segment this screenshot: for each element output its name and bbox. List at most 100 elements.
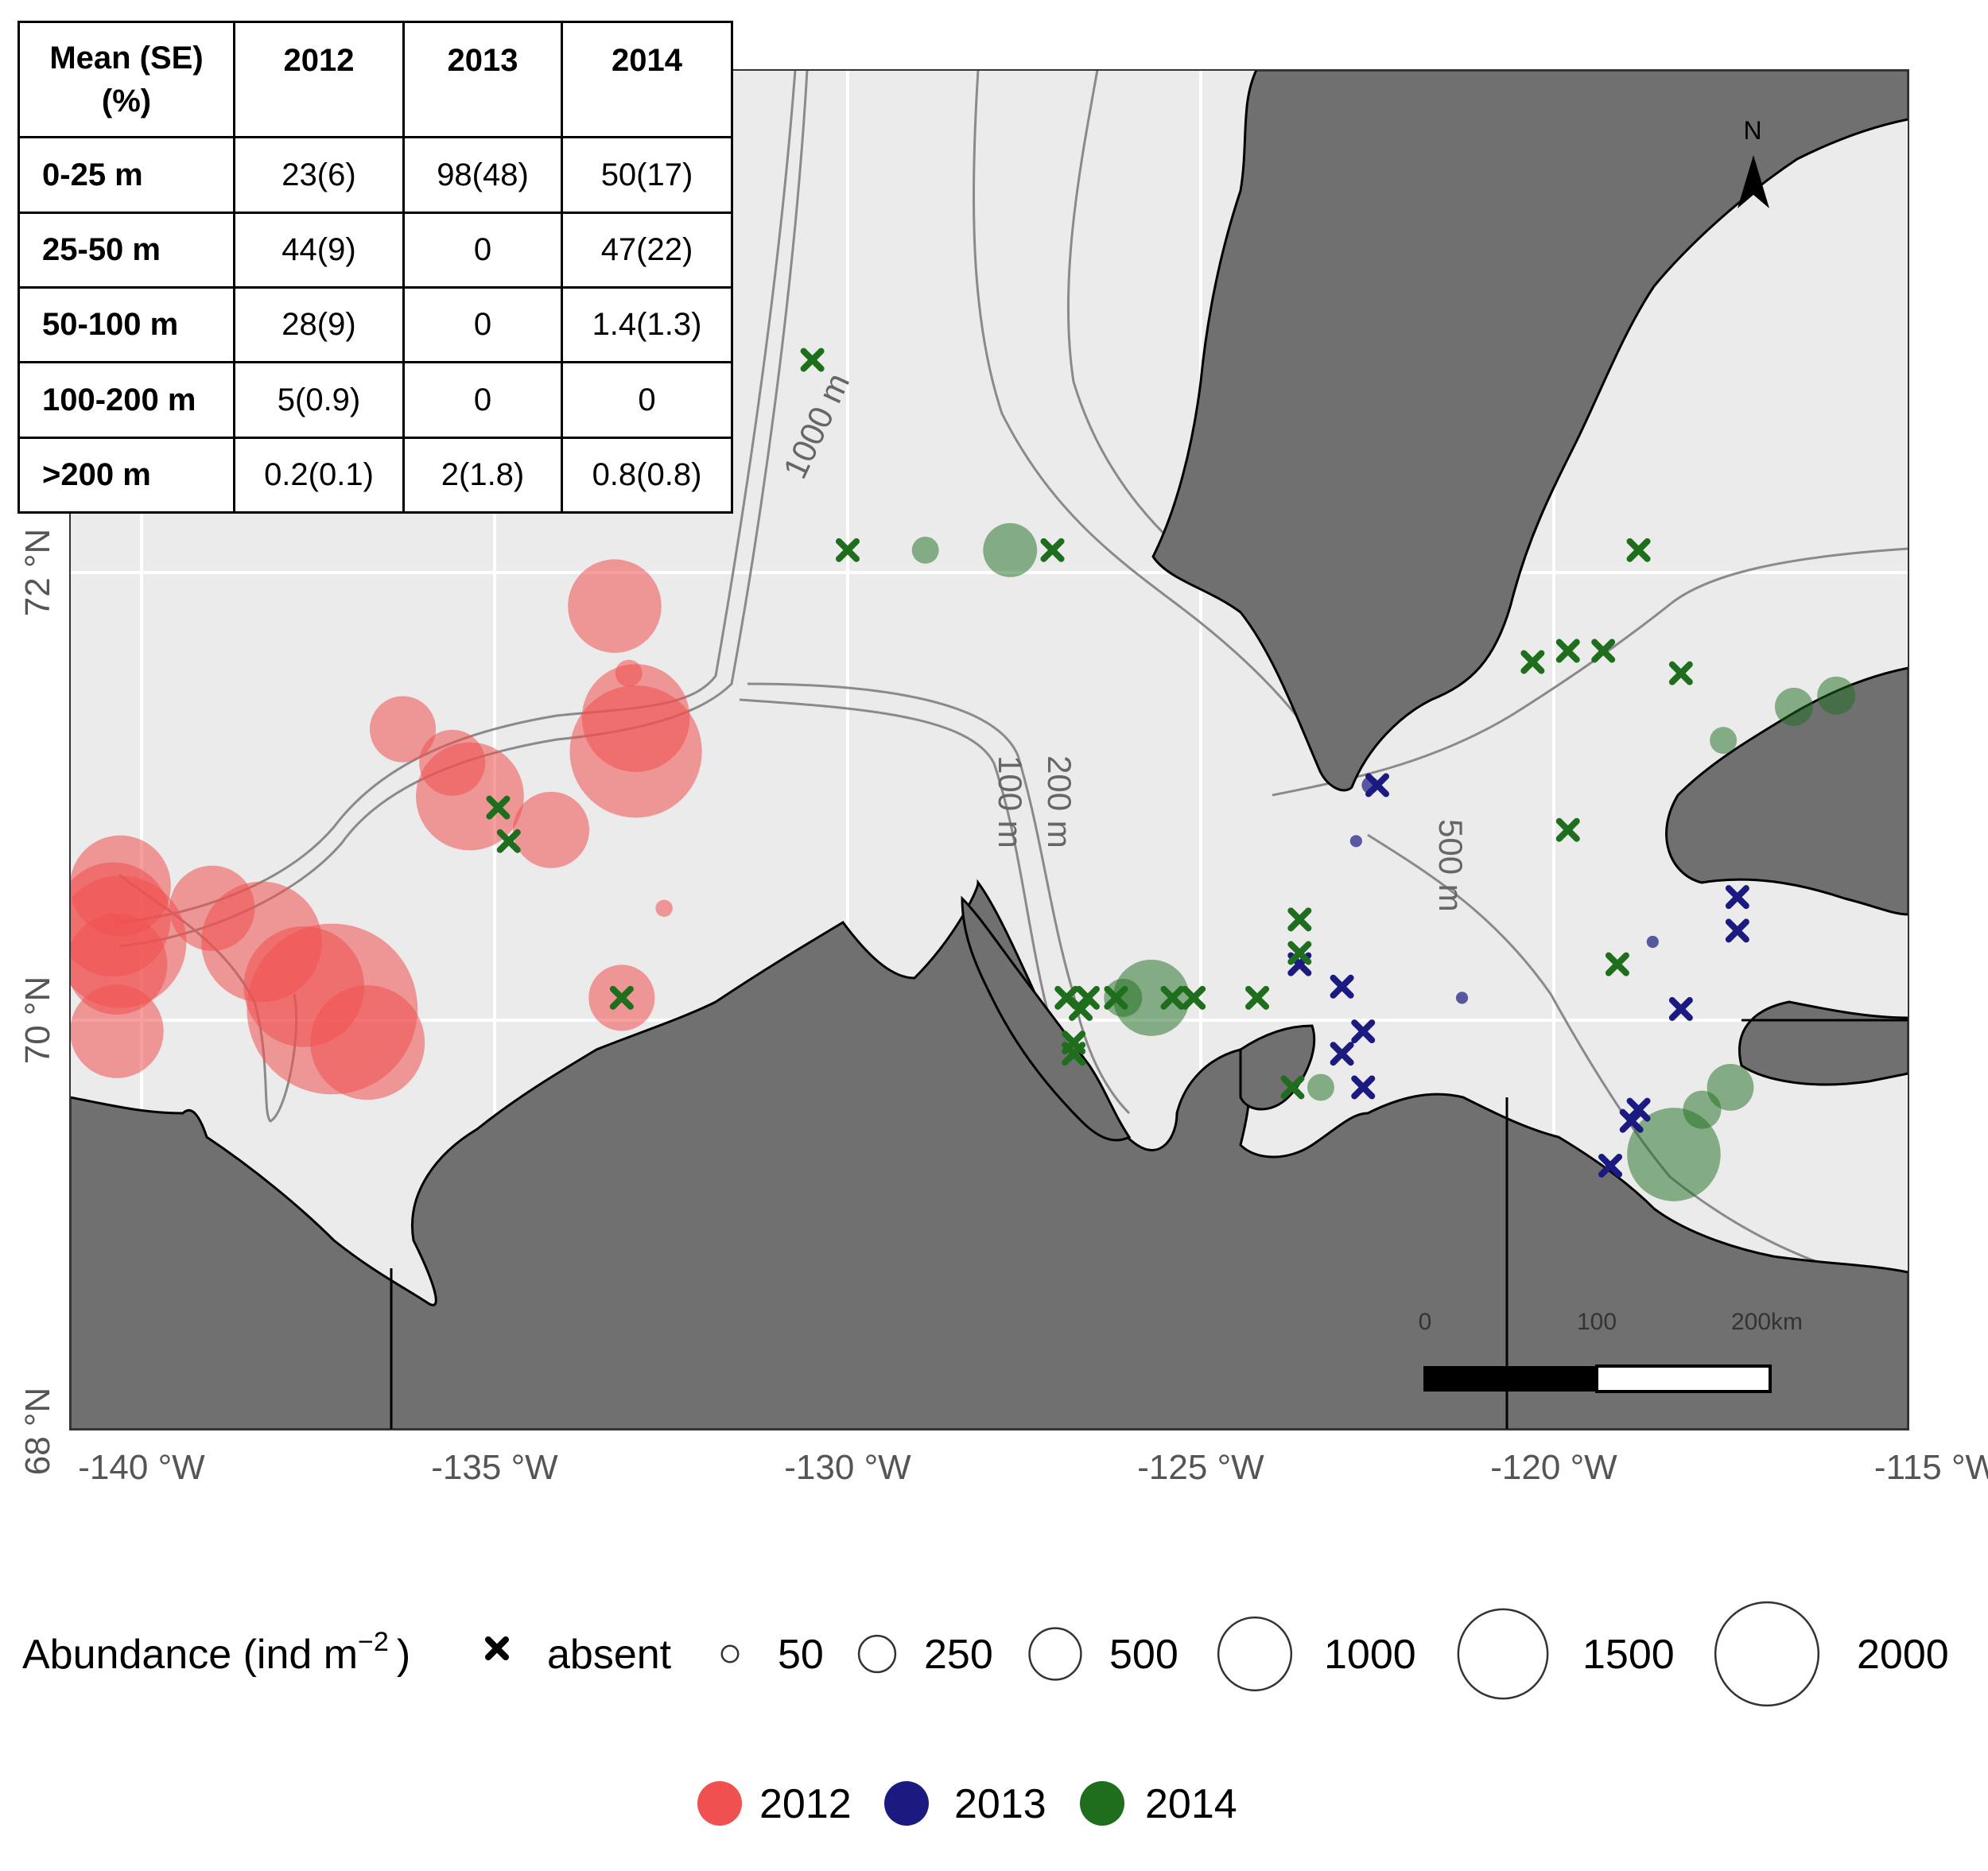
depth-distribution-table: Mean (SE) (%) 2012 2013 2014 0-25 m 23(6… [17, 20, 733, 514]
table-cell: 0 [402, 286, 563, 364]
land-parry-peninsula [961, 895, 1132, 1142]
table-cell: 28(9) [233, 286, 405, 364]
station-2013 [1455, 992, 1469, 1004]
table-row: 100-200 m 5(0.9) 0 0 [17, 361, 733, 439]
legend-size-label: 1500 [1582, 1632, 1675, 1678]
table-row: 25-50 m 44(9) 0 47(22) [17, 211, 733, 289]
absent-marker-2013 [1619, 1108, 1644, 1133]
table-header-row: Mean (SE) (%) 2012 2013 2014 [17, 20, 733, 139]
y-tick: 72 °N [18, 529, 57, 617]
absent-marker-2014 [1245, 985, 1270, 1010]
table-cell: 0.2(0.1) [233, 436, 405, 514]
x-tick: -130 °W [784, 1448, 911, 1487]
scale-bar [1423, 1364, 1772, 1393]
legend-year-label: 2012 [759, 1781, 852, 1827]
north-arrow: N [1738, 116, 1769, 208]
legend-dot-2013 [884, 1781, 929, 1826]
legend-size-label: 50 [778, 1632, 824, 1678]
table-cell: 0 [561, 361, 733, 439]
contour-label-200m: 200 m [1041, 755, 1078, 848]
station-2013 [1349, 835, 1362, 848]
stations-2014 [911, 522, 1856, 1201]
absent-marker-2014 [1280, 1075, 1305, 1100]
absent-marker-2014 [1520, 650, 1545, 674]
table-row-label: 25-50 m [17, 211, 235, 289]
absent-marker-2014 [1287, 907, 1312, 932]
absent-marker-2013 [1351, 1075, 1376, 1100]
station-2012 [70, 984, 164, 1078]
land [70, 70, 1908, 1430]
contour-label-100m: 100 m [992, 755, 1029, 848]
map-panel [70, 70, 1908, 1430]
absent-marker-2014 [486, 795, 511, 820]
table-row-label: >200 m [17, 436, 235, 514]
scale-bar-white [1595, 1364, 1772, 1393]
absent-marker-2014 [609, 985, 634, 1010]
table-cell: 23(6) [233, 136, 405, 214]
table-cell: 50(17) [561, 136, 733, 214]
absent-marker-2014 [1069, 996, 1093, 1021]
scale-label-100: 100 [1577, 1309, 1617, 1335]
legend-abundance: Abundance (ind m−2) absent 50 250 500 1000 1… [22, 1601, 1949, 1707]
legend-size-circle [857, 1634, 897, 1674]
absent-marker-2013 [1351, 1019, 1376, 1044]
legend-size-label: 1000 [1324, 1632, 1416, 1678]
land-banks-island [1151, 70, 1908, 792]
table-cell: 1.4(1.3) [561, 286, 733, 364]
legend-size-circle [720, 1644, 740, 1663]
table-cell: 0.8(0.8) [561, 436, 733, 514]
legend-title: Abundance (ind m−2) [22, 1627, 410, 1678]
contour-label-500m: 500 m [1432, 819, 1470, 912]
legend-size-circle [1714, 1601, 1820, 1707]
absent-marker-2013 [1330, 1042, 1354, 1066]
station-2012 [310, 985, 425, 1100]
land-mainland [70, 879, 1908, 1430]
absent-marker-2014 [1555, 817, 1580, 842]
y-tick: 70 °N [18, 976, 57, 1065]
table-cell: 5(0.9) [233, 361, 405, 439]
table-cell: 47(22) [561, 211, 733, 289]
legend-size-circle [1457, 1608, 1549, 1700]
x-axis-ticks: -140 °W -135 °W -130 °W -125 °W -120 °W … [78, 1448, 1988, 1487]
table-row: 0-25 m 23(6) 98(48) 50(17) [17, 136, 733, 214]
absent-marker-2013 [1365, 773, 1389, 798]
absent-marker-2013 [1598, 1153, 1623, 1178]
table-cell: 2(1.8) [402, 436, 563, 514]
station-2014 [1307, 1073, 1334, 1101]
x-tick: -120 °W [1490, 1448, 1617, 1487]
legend-size-circle [1217, 1616, 1293, 1692]
table-row-label: 0-25 m [17, 136, 235, 214]
legend-title-close: ) [397, 1632, 410, 1678]
north-arrow-icon [1738, 155, 1769, 208]
absent-marker-2014 [496, 829, 521, 853]
station-2014 [911, 536, 939, 564]
station-2012 [568, 559, 662, 654]
absent-marker-2013 [1725, 885, 1749, 910]
y-tick: 68 °N [18, 1388, 57, 1476]
table-row: >200 m 0.2(0.1) 2(1.8) 0.8(0.8) [17, 436, 733, 514]
legend-size-scale: 50 250 500 1000 1500 2000 [720, 1601, 1949, 1707]
contour-200m [747, 682, 1131, 1115]
legend-size-circle [1028, 1627, 1082, 1681]
absent-marker-2013 [1330, 974, 1354, 999]
station-2014 [1706, 1064, 1754, 1111]
legend-year-label: 2014 [1145, 1781, 1237, 1827]
scale-bar-black [1423, 1366, 1597, 1392]
station-2012 [369, 696, 437, 763]
x-tick: -115 °W [1874, 1448, 1988, 1487]
table-row-label: 100-200 m [17, 361, 235, 439]
x-tick: -125 °W [1137, 1448, 1264, 1487]
stations-2012 [70, 559, 702, 1100]
land-victoria-south [1738, 1000, 1908, 1086]
station-2013 [1646, 935, 1659, 949]
header-mean-se: Mean (SE) [49, 41, 204, 76]
station-2014 [1774, 687, 1813, 726]
absent-marker-2014 [1591, 639, 1616, 663]
absent-marker-2014 [836, 538, 860, 562]
legend-title-exponent: −2 [358, 1627, 389, 1657]
legend-size-label: 250 [924, 1632, 993, 1678]
station-2012 [569, 685, 702, 818]
table-header-year: 2014 [561, 20, 733, 139]
table-cell: 0 [402, 361, 563, 439]
